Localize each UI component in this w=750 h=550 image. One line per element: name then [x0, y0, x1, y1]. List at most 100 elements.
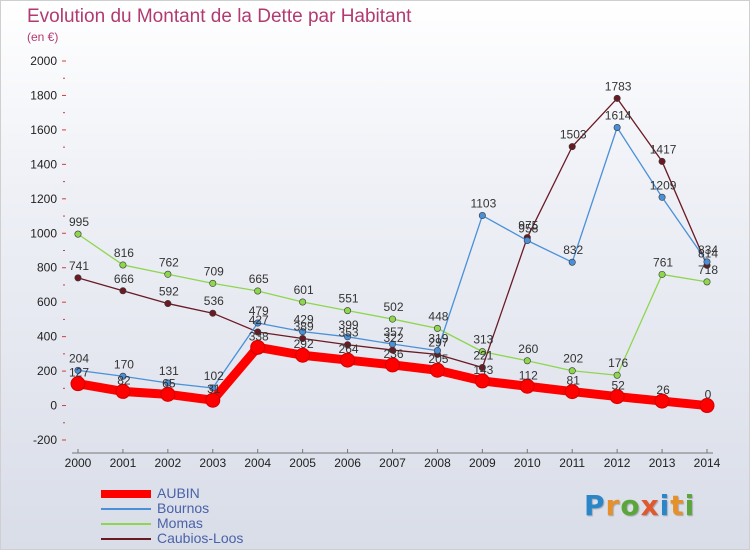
- x-tick-label: 2007: [379, 456, 406, 470]
- data-point: [519, 378, 535, 394]
- data-label: 204: [69, 351, 89, 365]
- y-tick-label: 200: [37, 364, 57, 378]
- data-label: 666: [114, 272, 134, 286]
- legend-swatch: [101, 508, 151, 510]
- data-label: 448: [428, 309, 448, 323]
- data-point: [115, 383, 131, 399]
- data-label: 536: [204, 294, 224, 308]
- data-label: 1103: [470, 197, 496, 211]
- x-tick-label: 2009: [469, 456, 496, 470]
- x-tick-label: 2000: [65, 456, 92, 470]
- data-point: [164, 379, 172, 387]
- data-label: 102: [204, 369, 224, 383]
- data-point: [70, 376, 86, 392]
- data-label: 0: [705, 388, 712, 402]
- data-point: [388, 340, 396, 348]
- data-point: [119, 287, 127, 295]
- data-point: [164, 300, 172, 308]
- y-tick-label: 800: [37, 261, 57, 275]
- line-chart: -200 0 200 400 600 800 1000 1200 1400 1600 1800 200…: [30, 54, 721, 470]
- data-point: [254, 328, 262, 336]
- x-tick-label: 2006: [334, 456, 361, 470]
- data-point: [429, 362, 445, 378]
- x-tick-label: 2003: [199, 456, 226, 470]
- data-point: [119, 372, 127, 380]
- x-tick-label: 2002: [155, 456, 182, 470]
- data-label: 1503: [560, 128, 587, 142]
- data-label: 1783: [605, 79, 632, 93]
- data-label: 202: [563, 352, 583, 366]
- data-label: 741: [69, 259, 89, 273]
- legend-swatch: [101, 523, 151, 525]
- data-point: [119, 261, 127, 269]
- data-point: [478, 363, 486, 371]
- legend-swatch: [101, 490, 151, 498]
- data-label: 814: [698, 246, 718, 260]
- data-point: [568, 258, 576, 266]
- data-label: 1614: [605, 108, 632, 122]
- data-label: 112: [519, 368, 538, 382]
- data-label: 297: [428, 335, 448, 349]
- data-point: [344, 307, 352, 315]
- legend-label: AUBIN: [157, 485, 200, 501]
- data-point: [344, 333, 352, 341]
- data-label: 958: [518, 222, 538, 236]
- data-point: [474, 373, 490, 389]
- data-point: [164, 270, 172, 278]
- data-label: 81: [567, 374, 581, 388]
- x-tick-label: 2014: [694, 456, 721, 470]
- data-point: [478, 348, 486, 356]
- data-label: 665: [249, 272, 269, 286]
- data-label: 82: [117, 373, 131, 387]
- legend-label: Caubios-Loos: [157, 530, 244, 546]
- data-point: [205, 392, 221, 408]
- data-point: [340, 352, 356, 368]
- data-label: 52: [611, 379, 625, 393]
- data-label: 1417: [650, 142, 677, 156]
- data-label: 65: [162, 376, 176, 390]
- data-label: 592: [159, 285, 179, 299]
- data-point: [160, 386, 176, 402]
- data-point: [703, 258, 711, 266]
- data-point: [433, 324, 441, 332]
- data-label: 205: [428, 352, 448, 366]
- y-tick-label: 0: [50, 399, 57, 413]
- data-point: [478, 212, 486, 220]
- logo-letter: o: [620, 489, 641, 522]
- y-tick-label: 1600: [30, 123, 57, 137]
- y-tick-label: 600: [37, 295, 57, 309]
- data-label: 176: [608, 356, 628, 370]
- data-point: [299, 298, 307, 306]
- data-label: 353: [339, 326, 359, 340]
- data-label: 761: [653, 255, 673, 269]
- data-label: 31: [207, 382, 221, 396]
- data-label: 313: [473, 333, 493, 347]
- data-label: 260: [518, 342, 538, 356]
- y-tick-label: 400: [37, 330, 57, 344]
- data-point: [209, 309, 217, 317]
- x-tick-label: 2013: [649, 456, 676, 470]
- data-label: 338: [249, 329, 269, 343]
- data-label: 832: [563, 243, 583, 257]
- data-point: [703, 278, 711, 286]
- data-label: 357: [383, 325, 403, 339]
- x-tick-label: 2004: [244, 456, 271, 470]
- legend-label: Bournos: [157, 500, 210, 516]
- data-label: 319: [428, 332, 448, 346]
- data-point: [209, 384, 217, 392]
- data-label: 399: [339, 318, 359, 332]
- data-label: 762: [159, 255, 179, 269]
- data-point: [254, 287, 262, 295]
- legend-swatch: [101, 538, 151, 540]
- data-point: [385, 357, 400, 373]
- y-tick-label: 2000: [30, 54, 57, 68]
- data-point: [613, 94, 621, 102]
- data-point: [209, 279, 217, 287]
- y-tick-label: 1400: [30, 157, 57, 171]
- data-point: [388, 315, 396, 323]
- data-point: [254, 319, 262, 327]
- data-label: 131: [159, 364, 179, 378]
- data-label: 502: [383, 300, 403, 314]
- data-label: 170: [114, 357, 134, 371]
